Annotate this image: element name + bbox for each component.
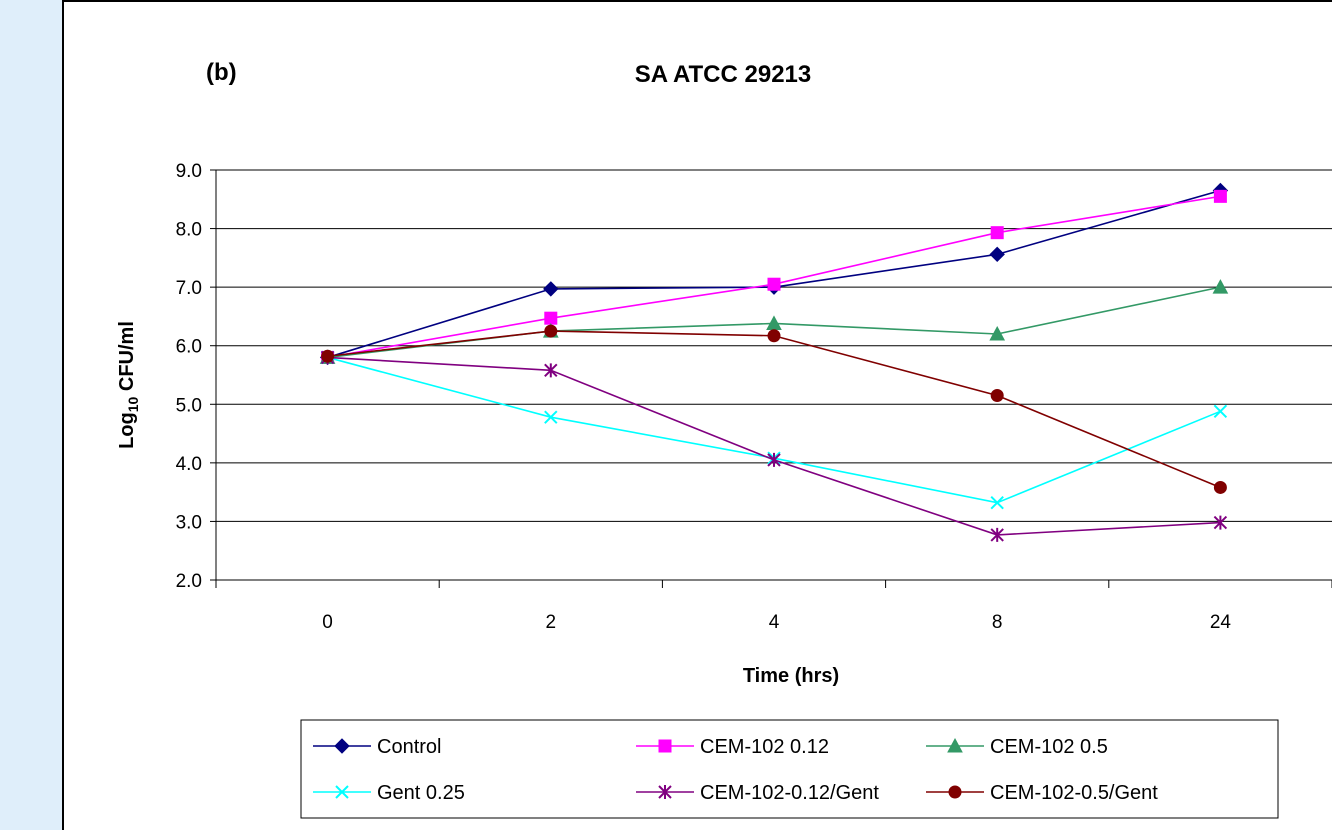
data-point <box>544 410 558 424</box>
panel-label: (b) <box>206 59 237 86</box>
y-tick-label: 2.0 <box>176 571 202 592</box>
y-tick-label: 7.0 <box>176 278 202 299</box>
x-tick-label: 24 <box>1210 612 1232 633</box>
legend-label: Control <box>377 736 441 758</box>
data-point <box>544 324 558 338</box>
legend-label: Gent 0.25 <box>377 782 465 804</box>
y-tick-label: 9.0 <box>176 161 202 182</box>
legend-item: CEM-102-0.5/Gent <box>926 782 1158 804</box>
series-group <box>319 182 1229 542</box>
y-axis-title-subscript: 10 <box>125 396 141 412</box>
y-tick-labels: 2.0 3.0 4.0 5.0 6.0 7.0 8.0 9.0 <box>176 161 202 592</box>
y-tick-label: 6.0 <box>176 337 202 358</box>
data-point <box>989 325 1006 341</box>
data-point <box>543 281 559 297</box>
data-point <box>321 349 335 363</box>
axes <box>210 169 1332 588</box>
data-point <box>544 311 558 325</box>
legend: Control CEM-102 0.12 CEM-102 0.5 Gent 0.25 C… <box>300 719 1279 819</box>
y-axis-title-rest: CFU/ml <box>116 321 138 397</box>
data-point <box>990 495 1004 510</box>
chart-frame <box>64 0 1332 830</box>
series-line <box>327 356 1221 536</box>
data-point <box>658 785 672 799</box>
legend-item: Control <box>313 736 441 758</box>
legend-item: CEM-102-0.12/Gent <box>636 782 879 804</box>
data-point <box>947 737 963 753</box>
series-4 <box>320 350 1228 542</box>
data-point <box>1213 189 1227 203</box>
series-5 <box>321 324 1227 494</box>
chart-title: SA ATCC 29213 <box>635 61 812 88</box>
data-point <box>334 738 350 754</box>
grid-lines <box>216 169 1332 522</box>
x-tick-label: 8 <box>992 612 1003 633</box>
series-line <box>327 356 1221 504</box>
x-tick-label: 4 <box>769 612 780 633</box>
data-point <box>1213 515 1228 530</box>
data-point <box>767 329 781 343</box>
y-tick-label: 8.0 <box>176 220 202 241</box>
data-point <box>989 246 1005 263</box>
data-point <box>658 739 672 753</box>
y-axis-title: Log10 CFU/ml <box>116 321 141 449</box>
legend-label: CEM-102 0.12 <box>700 736 829 758</box>
data-point <box>335 785 349 799</box>
data-point <box>1212 279 1229 294</box>
data-point <box>767 452 781 467</box>
legend-box <box>300 719 1279 819</box>
y-tick-label: 4.0 <box>176 454 202 475</box>
side-panel <box>0 0 64 830</box>
y-tick-label: 5.0 <box>176 395 202 416</box>
legend-label: CEM-102-0.5/Gent <box>990 782 1158 804</box>
data-point <box>990 527 1004 542</box>
legend-item: CEM-102 0.12 <box>636 736 829 758</box>
data-point <box>1213 404 1228 419</box>
series-3 <box>320 350 1228 510</box>
legend-label: CEM-102-0.12/Gent <box>700 782 879 804</box>
y-axis-title-main: Log <box>116 412 138 449</box>
legend-label: CEM-102 0.5 <box>990 736 1108 758</box>
data-point <box>1213 480 1227 494</box>
y-tick-label: 3.0 <box>176 512 202 533</box>
legend-item: CEM-102 0.5 <box>926 736 1108 758</box>
x-tick-label: 0 <box>322 612 333 633</box>
data-point <box>990 389 1004 402</box>
x-tick-label: 2 <box>546 612 557 633</box>
data-point <box>767 277 781 291</box>
x-tick-labels: 0 2 4 8 24 <box>322 612 1231 633</box>
data-point <box>544 363 558 378</box>
x-axis-title: Time (hrs) <box>743 665 839 687</box>
data-point <box>990 226 1004 240</box>
data-point <box>948 785 962 799</box>
legend-item: Gent 0.25 <box>313 782 465 804</box>
